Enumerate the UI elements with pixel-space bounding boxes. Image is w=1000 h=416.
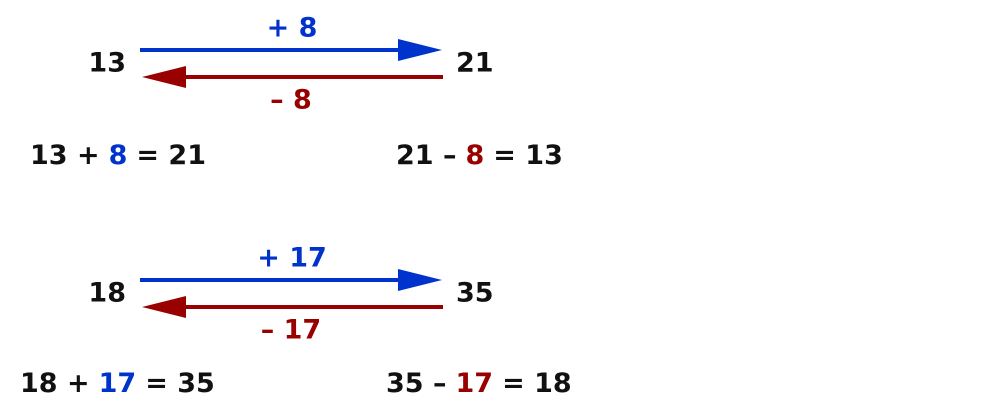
subtraction-equation: 35 – 17 = 18: [386, 368, 572, 399]
backward-label: – 8: [270, 85, 312, 116]
equation-right: = 35: [145, 368, 215, 399]
equation-left: 21 –: [396, 140, 456, 171]
equation-right: = 13: [493, 140, 563, 171]
addition-equation: 13 + 8 = 21: [30, 140, 206, 171]
forward-label: + 8: [267, 13, 318, 44]
equation-left: 35 –: [386, 368, 446, 399]
end-number: 21: [456, 48, 494, 79]
equation-highlight: 17: [455, 368, 493, 399]
backward-label: – 17: [261, 315, 321, 346]
backward-arrow-head: [142, 296, 186, 318]
backward-arrow-head: [142, 66, 186, 88]
addition-equation: 18 + 17 = 35: [20, 368, 215, 399]
equation-right: = 18: [502, 368, 572, 399]
start-number: 18: [88, 278, 126, 309]
equation-highlight: 8: [465, 140, 484, 171]
end-number: 35: [456, 278, 494, 309]
equation-highlight: 8: [109, 140, 128, 171]
subtraction-equation: 21 – 8 = 13: [396, 140, 563, 171]
equation-highlight: 17: [99, 368, 137, 399]
start-number: 13: [88, 48, 126, 79]
forward-label: + 17: [257, 243, 327, 274]
equation-right: = 21: [136, 140, 206, 171]
equation-left: 13 +: [30, 140, 100, 171]
forward-arrow-head: [398, 39, 442, 61]
forward-arrow-head: [398, 269, 442, 291]
equation-left: 18 +: [20, 368, 90, 399]
